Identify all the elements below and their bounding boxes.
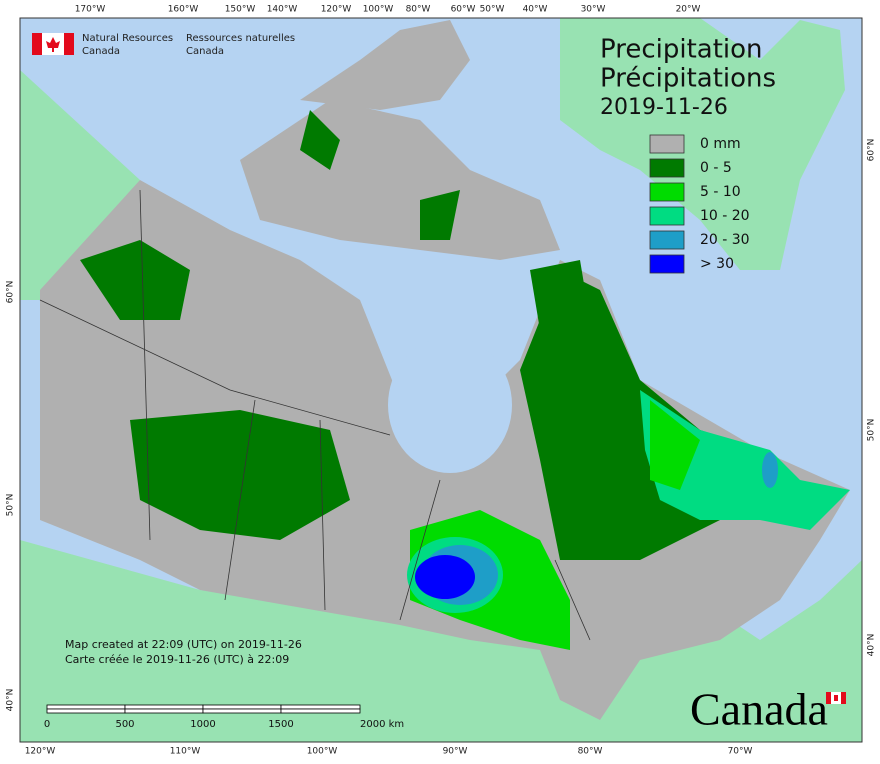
legend-swatch [649,134,685,154]
longitude-label: 80°W [406,5,431,15]
legend-label: 10 - 20 [700,208,750,224]
longitude-label: 120°W [25,747,56,757]
wordmark-flag-left [826,692,831,704]
agency-fr: Ressources naturelles [186,33,295,44]
longitude-label: 120°W [321,5,352,15]
scale-label: 1000 [190,719,215,730]
scale-segment [202,708,282,714]
agency-en-2: Canada [82,46,120,57]
credit-en: Map created at 22:09 (UTC) on 2019-11-26 [65,638,302,651]
canada-wordmark: Canada [690,684,828,735]
graticule-labels: 170°W 160°W 150°W 140°W 120°W 100°W 80°W 60°W 50… [6,5,877,757]
longitude-label: 50°W [480,5,505,15]
title-fr: Précipitations [600,64,776,94]
longitude-label: 70°W [728,747,753,757]
flag-bar-left [32,33,42,55]
legend-swatch [649,182,685,202]
scale-label: 1500 [268,719,293,730]
longitude-label: 30°W [581,5,606,15]
scale-segment [46,704,126,710]
flag-bar-right [64,33,74,55]
precip-area-0-5 [300,110,590,330]
latitude-label: 50°N [867,419,877,442]
legend-label: 0 - 5 [700,160,732,176]
wordmark-flag-right [841,692,846,704]
agency-fr-2: Canada [186,46,224,57]
scale-segment [280,704,361,710]
longitude-label: 60°W [451,5,476,15]
legend: 0 mm 0 - 5 5 - 10 10 - 20 20 - 30 > 30 [649,134,750,274]
scale-segment [202,704,282,710]
hudson-bay [388,337,512,473]
scale-bar: 0 500 1000 1500 2000 km [44,704,404,730]
title-en: Precipitation [600,35,763,65]
scale-label: 0 [44,719,50,730]
longitude-label: 80°W [578,747,603,757]
precip-area-20-30 [762,452,778,488]
province-borders [39,189,591,641]
longitude-label: 90°W [443,747,468,757]
precip-area-0-5 [130,410,350,540]
longitude-label: 170°W [75,5,106,15]
legend-label: 0 mm [700,136,741,152]
legend-swatch [649,230,685,250]
ellesmere-island [300,20,470,110]
scale-label: 500 [115,719,134,730]
latitude-label: 60°N [6,281,16,304]
legend-swatch [649,206,685,226]
legend-label: > 30 [700,256,734,272]
longitude-label: 100°W [363,5,394,15]
latitude-label: 40°N [867,634,877,657]
legend-swatch [649,254,685,274]
legend-label: 20 - 30 [700,232,750,248]
legend-swatch [649,158,685,178]
agency-en: Natural Resources [82,33,173,44]
greenland [560,18,845,270]
longitude-label: 20°W [676,5,701,15]
credit-fr: Carte créée le 2019-11-26 (UTC) à 22:09 [65,653,289,666]
latitude-label: 40°N [6,689,16,712]
scale-segment [124,704,204,710]
map-frame [19,17,863,743]
united-states [20,540,862,742]
scale-segment [46,708,126,714]
maple-leaf [46,37,60,52]
longitude-label: 140°W [267,5,298,15]
latitude-label: 60°N [867,139,877,162]
legend-label: 5 - 10 [700,184,741,200]
latitude-label: 50°N [6,494,16,517]
scale-label: 2000 km [360,719,404,730]
precip-area-5-10 [650,400,700,490]
title-date: 2019-11-26 [600,95,728,120]
scale-segment [280,708,361,714]
longitude-label: 110°W [170,747,201,757]
longitude-label: 100°W [307,747,338,757]
longitude-label: 40°W [523,5,548,15]
scale-segment [124,708,204,714]
precip-area-over-30 [415,555,475,599]
longitude-label: 150°W [225,5,256,15]
longitude-label: 160°W [168,5,199,15]
precip-area-0-5 [80,240,190,320]
wordmark-flag-leaf [834,695,838,701]
precip-area-10-20 [640,390,850,530]
